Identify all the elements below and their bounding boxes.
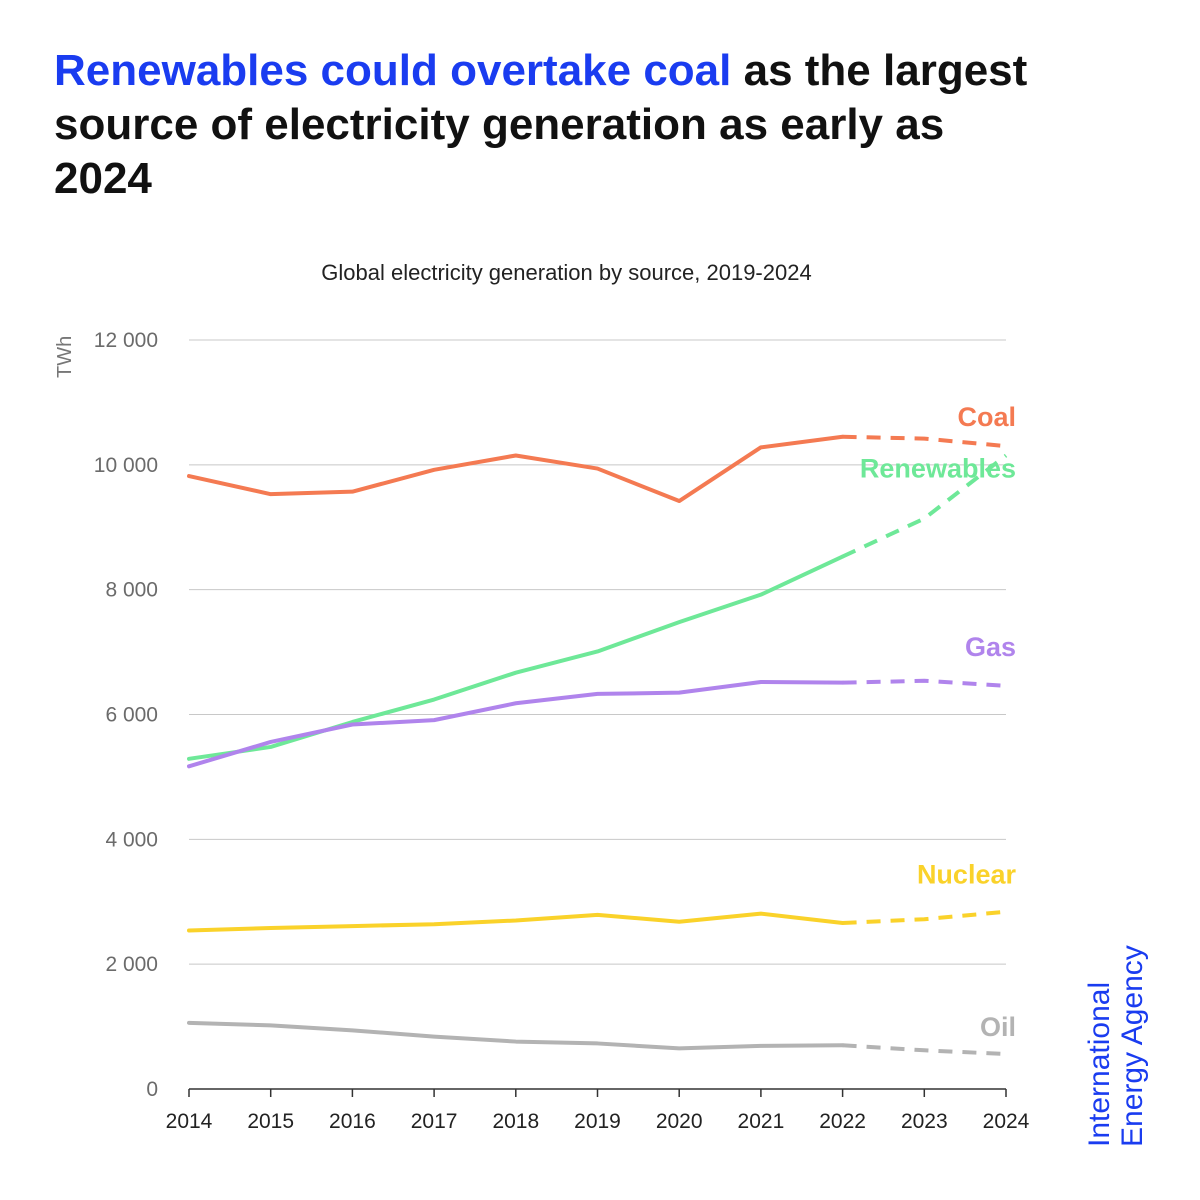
y-tick-label: 12 000	[94, 329, 158, 352]
x-tick-label: 2021	[738, 1110, 785, 1133]
brand-line-2: Energy Agency	[1116, 945, 1149, 1147]
series-label-coal: Coal	[957, 402, 1016, 432]
x-axis: 2014 2015 2016 2017 2018 2019 2020 2021 2022 2023…	[166, 1089, 1030, 1133]
series-line-nuclear	[187, 911, 845, 933]
x-tick-label: 2018	[492, 1110, 539, 1133]
iea-logo: International Energy Agency	[1083, 945, 1149, 1147]
x-tick-label: 2024	[983, 1110, 1030, 1133]
y-tick-label: 2 000	[105, 953, 158, 976]
y-tick-label: 6 000	[105, 704, 158, 727]
series-line-renewables	[187, 554, 845, 761]
x-tick-label: 2020	[656, 1110, 703, 1133]
headline-highlight: Renewables could overtake coal	[54, 46, 732, 95]
series-labels: Coal Renewables Gas Nuclear Oil	[860, 402, 1017, 1042]
x-tick-label: 2023	[901, 1110, 948, 1133]
y-tick-label: 0	[146, 1078, 158, 1101]
x-tick-label: 2016	[329, 1110, 376, 1133]
x-tick-label: 2015	[247, 1110, 294, 1133]
series-forecast-oil	[842, 1043, 1007, 1057]
series-forecast-renewables	[841, 453, 1008, 559]
y-tick-label: 10 000	[94, 454, 158, 477]
gridlines	[189, 339, 1006, 1090]
series-label-nuclear: Nuclear	[917, 860, 1017, 890]
brand-line-1: International	[1083, 981, 1116, 1147]
x-tick-label: 2014	[166, 1110, 213, 1133]
x-tick-label: 2019	[574, 1110, 621, 1133]
y-axis-label: TWh	[54, 336, 76, 378]
series-line-gas	[187, 680, 845, 769]
series-forecast-gas	[842, 678, 1007, 688]
series-forecast-nuclear	[842, 909, 1007, 925]
y-axis: 0 2 000 4 000 6 000 8 000 10 000 12 000	[94, 329, 158, 1101]
headline-rest: as the largest source of electricity gen…	[54, 46, 1028, 203]
series-line-coal	[187, 434, 845, 504]
headline: Renewables could overtake coal as the la…	[54, 44, 1054, 206]
x-tick-label: 2022	[819, 1110, 866, 1133]
y-tick-label: 4 000	[105, 828, 158, 851]
series-lines	[187, 434, 1008, 1057]
x-tick-label: 2017	[411, 1110, 458, 1133]
series-label-renewables: Renewables	[860, 453, 1016, 483]
series-line-oil	[187, 1020, 845, 1051]
series-forecast-coal	[842, 434, 1007, 449]
series-label-oil: Oil	[980, 1012, 1016, 1042]
y-tick-label: 8 000	[105, 579, 158, 602]
chart-title: Global electricity generation by source,…	[321, 260, 812, 285]
series-label-gas: Gas	[965, 632, 1016, 662]
